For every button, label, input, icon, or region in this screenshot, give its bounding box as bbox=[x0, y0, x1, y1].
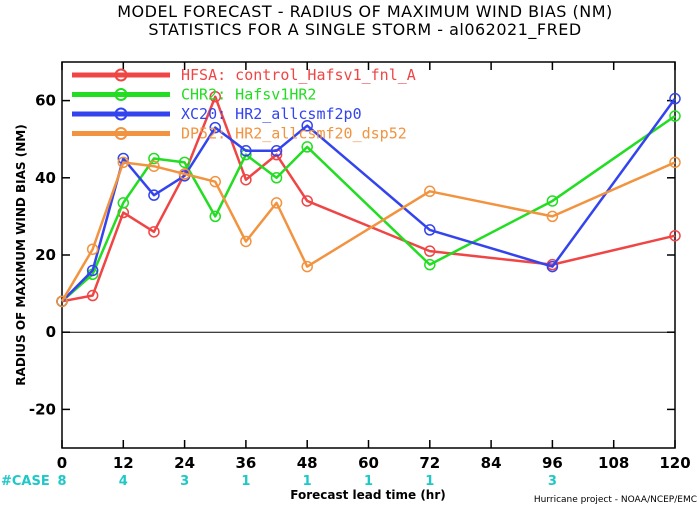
data-point bbox=[86, 243, 99, 255]
chart-subtitle: STATISTICS FOR A SINGLE STORM - al062021… bbox=[148, 20, 581, 40]
data-point bbox=[178, 156, 191, 169]
case-count: 1 bbox=[425, 474, 434, 489]
y-tick-label: 0 bbox=[46, 323, 56, 341]
data-point bbox=[669, 110, 681, 122]
case-count: 3 bbox=[180, 474, 189, 489]
data-point bbox=[546, 195, 559, 207]
case-count: 1 bbox=[241, 474, 250, 489]
series-layer bbox=[56, 90, 681, 308]
legend-marker bbox=[114, 127, 128, 140]
x-tick-label: 120 bbox=[659, 454, 690, 472]
series-group bbox=[56, 156, 681, 308]
chart-title: MODEL FORECAST - RADIUS OF MAXIMUM WIND … bbox=[117, 2, 613, 21]
case-count: 3 bbox=[548, 474, 557, 489]
case-count: 8 bbox=[57, 474, 66, 489]
data-point bbox=[86, 289, 99, 302]
series-line bbox=[60, 161, 676, 302]
case-counts: 8 4 3 1 1 1 1 3 bbox=[57, 474, 556, 489]
data-point bbox=[148, 152, 160, 165]
data-point bbox=[240, 235, 252, 248]
series-line bbox=[61, 115, 676, 303]
x-tick-label: 12 bbox=[113, 454, 134, 472]
legend-label: CHR2: Hafsv1HR2 bbox=[181, 86, 316, 104]
y-tick-label: 40 bbox=[35, 169, 56, 187]
data-point bbox=[669, 92, 681, 105]
data-point bbox=[669, 229, 681, 242]
data-point bbox=[424, 245, 436, 257]
case-count: 1 bbox=[303, 474, 312, 489]
case-count: 1 bbox=[364, 474, 373, 489]
data-point bbox=[546, 210, 559, 223]
y-axis: -20 0 20 40 60 bbox=[29, 92, 675, 418]
data-point bbox=[270, 172, 283, 184]
data-point bbox=[209, 121, 221, 134]
data-point bbox=[86, 264, 99, 277]
data-point bbox=[301, 260, 313, 273]
x-tick-label: 36 bbox=[235, 454, 256, 472]
y-axis-label: RADIUS OF MAXIMUM WIND BIAS (NM) bbox=[14, 124, 28, 385]
x-tick-label: 108 bbox=[598, 454, 629, 472]
legend-marker bbox=[114, 88, 128, 101]
x-tick-label: 24 bbox=[174, 454, 195, 472]
data-point bbox=[424, 224, 436, 236]
x-tick-label: 60 bbox=[358, 454, 379, 472]
x-axis: 0 12 24 36 48 60 72 84 96 108 120 bbox=[57, 62, 691, 472]
case-count: 4 bbox=[119, 474, 128, 489]
legend-marker bbox=[114, 68, 128, 82]
data-point bbox=[117, 197, 130, 209]
legend-label: HFSA: control_Hafsv1_fnl_A bbox=[181, 66, 416, 84]
data-point bbox=[56, 295, 68, 308]
x-tick-label: 96 bbox=[542, 454, 563, 472]
x-axis-label: Forecast lead time (hr) bbox=[290, 488, 446, 502]
legend-label: XC20: HR2_allcsmf2p0 bbox=[181, 105, 362, 123]
case-label: #CASE bbox=[1, 474, 50, 489]
x-tick-label: 84 bbox=[481, 454, 502, 472]
data-point bbox=[209, 175, 221, 188]
data-point bbox=[424, 185, 436, 198]
data-point bbox=[209, 90, 221, 103]
y-tick-label: -20 bbox=[29, 400, 56, 418]
legend-label: DP52: HR2_allcsmf20_dsp52 bbox=[181, 125, 407, 143]
data-point bbox=[546, 260, 559, 273]
y-tick-label: 60 bbox=[35, 92, 56, 110]
data-point bbox=[301, 195, 313, 207]
data-point bbox=[148, 160, 160, 172]
x-tick-label: 48 bbox=[297, 454, 318, 472]
plot-frame bbox=[61, 61, 676, 449]
data-point bbox=[148, 226, 160, 238]
data-point bbox=[424, 258, 436, 271]
x-tick-label: 0 bbox=[57, 454, 67, 472]
data-point bbox=[117, 156, 130, 169]
y-tick-label: 20 bbox=[35, 246, 56, 264]
legend: HFSA: control_Hafsv1_fnl_A CHR2: Hafsv1HR… bbox=[72, 66, 416, 143]
data-point bbox=[270, 145, 283, 157]
data-point bbox=[148, 189, 160, 201]
data-point bbox=[240, 145, 252, 157]
data-point bbox=[270, 197, 283, 209]
legend-marker bbox=[114, 107, 128, 121]
x-tick-label: 72 bbox=[419, 454, 440, 472]
data-point bbox=[301, 141, 313, 153]
data-point bbox=[209, 210, 221, 223]
data-point bbox=[301, 119, 313, 132]
data-point bbox=[178, 168, 191, 180]
credit-text: Hurricane project - NOAA/NCEP/EMC bbox=[534, 495, 697, 505]
data-point bbox=[240, 173, 252, 186]
data-point bbox=[669, 156, 681, 169]
